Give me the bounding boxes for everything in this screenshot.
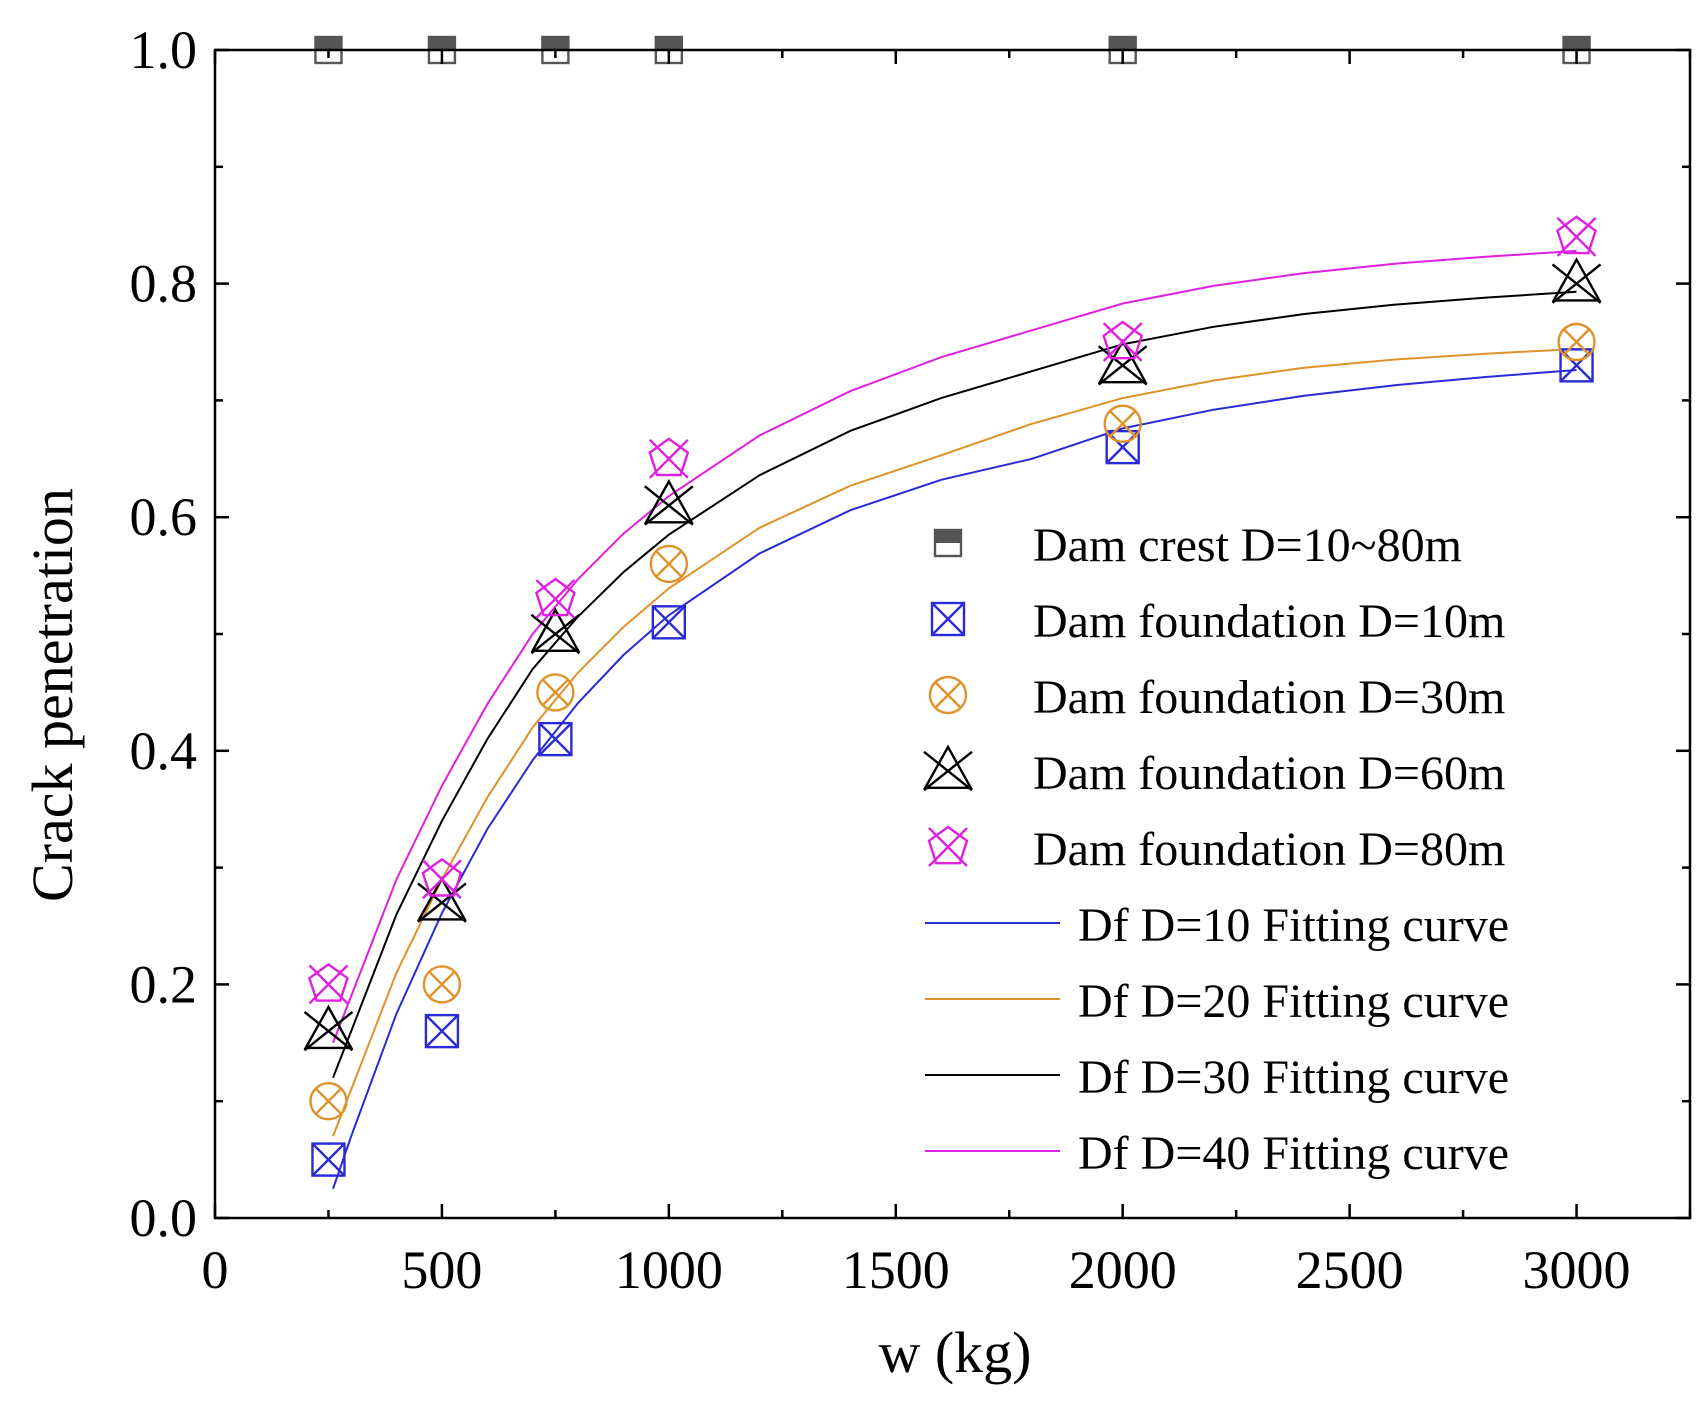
legend-symbol-4: [923, 744, 973, 792]
legend-fit-label-2: Df D=20 Fitting curve: [1078, 975, 1509, 1028]
data-point-s2-2: [424, 1013, 460, 1049]
data-point-s2-1: [311, 1142, 346, 1177]
data-point-s5-4: [648, 437, 690, 479]
data-point-s3-4: [649, 544, 689, 584]
y-tick-label: 0.0: [130, 1188, 198, 1248]
y-tick-label: 0.2: [130, 954, 198, 1014]
legend-symbol-2: [930, 601, 966, 637]
data-point-s4-2: [417, 876, 467, 923]
legend-fit-label-1: Df D=10 Fitting curve: [1078, 899, 1509, 952]
fit-curve-4: [332, 249, 1577, 1044]
data-point-s5-6: [1556, 215, 1598, 257]
legend: Dam crest D=10~80m Dam foundation D=10m Da…: [923, 519, 1509, 1180]
legend-symbol-1: [933, 528, 963, 558]
data-point-s4-1: [303, 1004, 354, 1052]
data-point-s4-4: [644, 479, 694, 526]
data-point-s3-3: [536, 673, 575, 712]
data-point-s2-4: [651, 605, 687, 640]
x-tick-label: 1000: [615, 1240, 723, 1300]
legend-label-5: Dam foundation D=80m: [1033, 823, 1505, 876]
y-tick-label: 0.4: [130, 721, 198, 781]
y-tick-label: 1.0: [130, 20, 198, 80]
x-tick-label: 2500: [1296, 1240, 1404, 1300]
legend-fit-label-3: Df D=30 Fitting curve: [1078, 1051, 1509, 1104]
x-axis-title: w (kg): [878, 1320, 1031, 1385]
data-point-s5-2: [421, 857, 463, 900]
data-point-s2-5: [1105, 429, 1140, 465]
data-point-s5-5: [1102, 320, 1144, 362]
legend-symbol-5: [927, 825, 969, 867]
data-point-s4-5: [1097, 338, 1148, 386]
x-tick-label: 3000: [1523, 1240, 1631, 1300]
data-point-s5-1: [307, 962, 349, 1005]
legend-fit-label-4: Df D=40 Fitting curve: [1078, 1127, 1509, 1180]
data-point-s3-6: [1557, 322, 1596, 362]
data-point-s3-5: [1103, 404, 1142, 443]
legend-label-4: Dam foundation D=60m: [1033, 747, 1505, 800]
legend-symbol-3: [928, 675, 968, 715]
y-axis-title: Crack penetration: [20, 488, 85, 902]
fit-curve-3: [332, 290, 1577, 1079]
fit-curve-1: [332, 369, 1577, 1190]
x-tick-label: 1500: [842, 1240, 950, 1300]
data-point-s5-3: [534, 577, 576, 619]
legend-label-3: Dam foundation D=30m: [1033, 671, 1505, 724]
data-point-s4-3: [530, 607, 581, 655]
y-tick-label: 0.6: [130, 487, 198, 547]
data-point-s4-6: [1551, 257, 1602, 304]
x-tick-label: 0: [202, 1240, 229, 1300]
x-tick-label: 2000: [1069, 1240, 1177, 1300]
legend-label-2: Dam foundation D=10m: [1033, 595, 1505, 648]
data-point-s2-3: [538, 721, 573, 757]
y-tick-label: 0.8: [130, 254, 198, 314]
data-point-s3-2: [422, 965, 462, 1004]
data-point-s3-1: [309, 1081, 348, 1121]
data-point-s2-6: [1559, 348, 1594, 383]
legend-label-1: Dam crest D=10~80m: [1033, 519, 1462, 572]
axes: 0 500 1000 1500 2000 2500 3000 0.0 0.2 0.4 0.6 0.8 1…: [130, 20, 1692, 1300]
x-tick-label: 500: [401, 1240, 482, 1300]
